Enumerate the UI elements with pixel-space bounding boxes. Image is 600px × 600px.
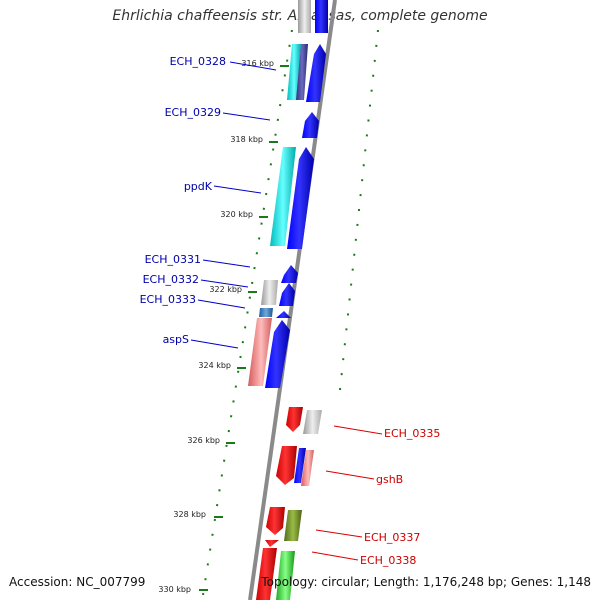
label-ech0337: ECH_0337 — [364, 531, 420, 544]
gene-ech0328-slate — [296, 44, 308, 100]
label-ech0338: ECH_0338 — [360, 554, 416, 567]
gene-ech0333-arrow — [276, 311, 291, 318]
tick-label-328: 328 kbp — [173, 510, 206, 519]
leader-ech0335 — [333, 425, 383, 435]
leader-ech0337 — [315, 529, 363, 538]
gene-ppdk-arrow — [287, 147, 314, 249]
gene-ech0337-olive — [284, 510, 302, 541]
label-ech0331: ECH_0331 — [145, 253, 201, 266]
label-gshb: gshB — [376, 473, 403, 486]
leader-ech0331 — [202, 259, 251, 268]
gene-asps-arrow — [265, 320, 290, 388]
gene-gshb-blue — [294, 448, 306, 483]
right-leader-lines — [311, 425, 383, 561]
gene-top-gray — [298, 0, 311, 33]
gene-top-blue — [315, 0, 328, 33]
tick-label-330: 330 kbp — [158, 585, 191, 594]
leader-ech0338 — [311, 551, 359, 561]
label-ech0333: ECH_0333 — [140, 293, 196, 306]
leader-ech0333 — [197, 299, 246, 309]
label-ech0332: ECH_0332 — [143, 273, 199, 286]
leader-ech0328 — [229, 61, 277, 71]
leader-asps — [190, 339, 239, 349]
ticks — [199, 65, 289, 591]
gene-gshb-pink — [301, 450, 314, 486]
tick-label-318: 318 kbp — [230, 135, 263, 144]
gene-ech0335-gray — [303, 410, 322, 434]
tick-label-316: 316 kbp — [241, 59, 274, 68]
gene-ech0333-steel — [259, 308, 273, 317]
left-gene-labels: ECH_0328 ECH_0329 ppdK ECH_0331 ECH_0332… — [140, 55, 226, 346]
genome-summary-text: Topology: circular; Length: 1,176,248 bp… — [261, 575, 591, 589]
tick-labels: 316 kbp 318 kbp 320 kbp 322 kbp 324 kbp … — [158, 59, 274, 594]
gene-ppdk-cyan — [270, 147, 296, 246]
label-ech0329: ECH_0329 — [165, 106, 221, 119]
tick-label-326: 326 kbp — [187, 436, 220, 445]
gene-ech0338-red — [256, 548, 277, 600]
gene-gshb-red — [276, 446, 297, 485]
gene-ech0338-green — [276, 551, 295, 600]
outer-dotted-track — [339, 29, 379, 391]
leader-ppdk — [213, 185, 262, 194]
gene-ech0332-gray — [261, 280, 278, 305]
accession-text: Accession: NC_007799 — [9, 575, 146, 589]
tick-label-322: 322 kbp — [209, 285, 242, 294]
left-leader-lines — [190, 61, 277, 349]
gene-ech0332-arrow — [279, 283, 295, 306]
label-ech0328: ECH_0328 — [170, 55, 226, 68]
gene-ech0329-arrow — [302, 112, 319, 138]
tick-label-324: 324 kbp — [198, 361, 231, 370]
leader-ech0329 — [222, 112, 271, 121]
gene-ech0338-red-small — [265, 540, 279, 547]
gene-ech0337-red — [266, 507, 285, 535]
right-gene-labels: ECH_0335 gshB ECH_0337 ECH_0338 — [360, 427, 440, 567]
gene-ech0331-arrow — [281, 265, 298, 283]
gene-ech0335-red — [286, 407, 303, 432]
gene-asps-pink — [248, 318, 272, 386]
inner-dotted-track — [202, 29, 293, 596]
label-asps: aspS — [163, 333, 189, 346]
gene-ech0328-arrow — [306, 44, 326, 102]
label-ppdk: ppdK — [184, 180, 213, 193]
leader-ech0332 — [200, 279, 249, 288]
leader-gshb — [325, 470, 375, 480]
label-ech0335: ECH_0335 — [384, 427, 440, 440]
tick-label-320: 320 kbp — [220, 210, 253, 219]
